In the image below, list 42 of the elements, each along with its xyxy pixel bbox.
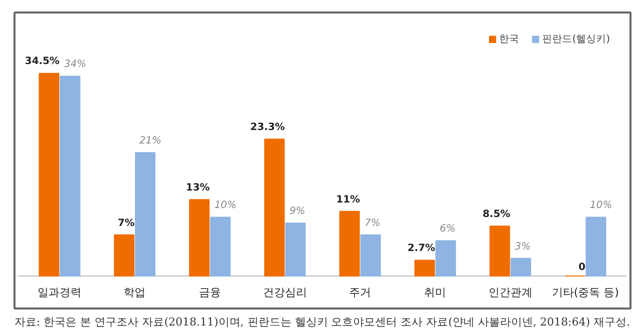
data-label: 11% (336, 194, 360, 206)
bar (264, 138, 285, 277)
x-tick-label: 인간관계 (488, 286, 532, 299)
bar (435, 240, 456, 277)
x-tick-label: 금융 (198, 286, 221, 299)
data-label: 9% (289, 206, 306, 218)
x-tick-label: 학업 (124, 286, 146, 299)
data-label: 10% (214, 200, 237, 212)
bar (360, 234, 381, 277)
bar (414, 260, 435, 277)
text: 자료: 한국은 본 연구조사 자료(2018.11)이며, 핀란드는 헬싱키 오흐야모센터 조사 자료(얀네 사볼라이넨, 2018:64) 재구성. (14, 316, 630, 328)
x-tick-label: 기타(중독 등) (552, 286, 619, 299)
bar (510, 258, 532, 277)
x-tick-label: 일과경력 (38, 286, 82, 299)
data-label: 6% (440, 224, 456, 235)
bar (285, 222, 306, 277)
x-tick-label: 건강심리 (262, 286, 307, 299)
bar (586, 216, 606, 277)
bar (189, 199, 210, 277)
bar (114, 234, 134, 277)
data-label: 7% (118, 218, 135, 229)
bar (210, 216, 231, 277)
data-label: 23.3% (250, 122, 285, 134)
data-label: 7% (364, 218, 380, 229)
bar (339, 210, 360, 277)
data-label: 8.5% (482, 209, 510, 220)
data-label: 21% (139, 136, 162, 147)
data-label: 34.5% (24, 56, 60, 68)
bar (490, 226, 510, 277)
data-label: 0 (578, 262, 586, 273)
bar (38, 72, 60, 277)
data-label: 3% (514, 241, 531, 252)
data-label: 13% (186, 182, 210, 194)
data-label: 2.7% (407, 243, 436, 254)
data-label: 34% (64, 59, 86, 70)
x-tick-label: 취미 (424, 286, 446, 299)
legend-label: 핀란드(헬싱키) (542, 33, 610, 46)
legend-label: 한국 (499, 33, 520, 46)
bar (134, 152, 156, 277)
data-label: 10% (590, 200, 612, 212)
x-tick-label: 주거 (349, 286, 372, 299)
bar (60, 76, 80, 277)
